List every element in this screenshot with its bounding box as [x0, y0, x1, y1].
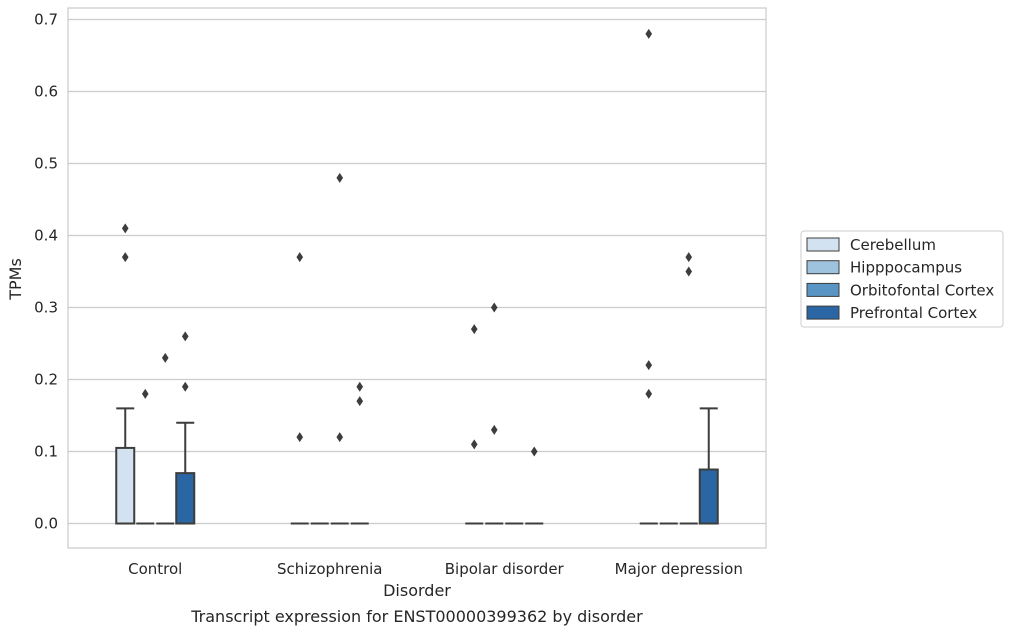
y-tick-label: 0.0: [34, 515, 58, 533]
outlier-point: [161, 352, 169, 363]
legend-item: Hipppocampus: [806, 259, 962, 277]
box-2-1: [290, 252, 309, 525]
legend-swatch: [806, 260, 840, 275]
legend-swatch: [806, 282, 840, 297]
box-3-2: [485, 302, 504, 525]
outlier-point: [490, 424, 498, 435]
outlier-point: [121, 252, 129, 263]
legend: Cerebellum Hipppocampus Orbitofontal Corte…: [800, 230, 1004, 328]
box-body: [115, 446, 136, 525]
outlier-point: [530, 446, 538, 457]
outlier-point: [356, 396, 364, 407]
box-1-1: [115, 223, 136, 525]
box-body: [698, 468, 719, 525]
y-tick-label: 0.5: [34, 155, 58, 173]
y-axis-ticks: 0.0 0.1 0.2 0.3 0.4 0.5 0.6 0.7: [34, 11, 58, 533]
outlier-point: [296, 432, 304, 443]
x-tick-label: Schizophrenia: [277, 560, 382, 578]
x-tick-label: Major depression: [615, 560, 743, 578]
y-axis-label: TPMs: [6, 258, 25, 301]
outlier-point: [470, 439, 478, 450]
outlier-point: [336, 432, 344, 443]
outlier-point: [336, 172, 344, 183]
outlier-point: [356, 381, 364, 392]
x-axis-label: Disorder: [383, 581, 451, 600]
outlier-point: [645, 360, 653, 371]
legend-label: Orbitofontal Cortex: [850, 281, 994, 299]
x-tick-label: Bipolar disorder: [445, 560, 565, 578]
y-tick-label: 0.4: [34, 227, 58, 245]
outlier-point: [490, 302, 498, 313]
y-tick-label: 0.7: [34, 11, 58, 29]
box-1-2: [136, 388, 155, 525]
box-1-3: [156, 352, 175, 525]
box-4-1: [639, 28, 658, 525]
legend-swatch: [806, 305, 840, 320]
legend-label: Prefrontal Cortex: [850, 304, 977, 322]
legend-item: Cerebellum: [806, 236, 936, 254]
gridlines: [68, 18, 766, 525]
box-1-4: [175, 331, 196, 525]
legend-swatch: [806, 237, 840, 252]
box-body: [175, 472, 196, 525]
box-3-4: [525, 446, 544, 525]
y-tick-label: 0.6: [34, 83, 58, 101]
box-2-3: [330, 172, 349, 525]
x-axis-ticks: Control Schizophrenia Bipolar disorder Majo…: [128, 560, 743, 578]
outlier-point: [296, 252, 304, 263]
y-tick-label: 0.2: [34, 371, 58, 389]
box-plot-series: [115, 28, 719, 525]
legend-item: Prefrontal Cortex: [806, 304, 977, 322]
outlier-point: [181, 381, 189, 392]
outlier-point: [685, 252, 693, 263]
chart-caption: Transcript expression for ENST0000039936…: [190, 607, 643, 626]
x-tick-label: Control: [128, 560, 182, 578]
legend-frame: [800, 230, 1004, 328]
outlier-point: [645, 28, 653, 39]
y-tick-label: 0.3: [34, 299, 58, 317]
outlier-point: [121, 223, 129, 234]
plot-frame: [67, 7, 767, 549]
box-2-4: [350, 381, 369, 525]
outlier-point: [685, 266, 693, 277]
outlier-point: [470, 324, 478, 335]
legend-label: Cerebellum: [850, 236, 936, 254]
box-4-4: [698, 407, 719, 525]
outlier-point: [181, 331, 189, 342]
box-3-1: [465, 324, 484, 525]
y-tick-label: 0.1: [34, 443, 58, 461]
outlier-point: [141, 388, 149, 399]
legend-label: Hipppocampus: [850, 259, 962, 277]
outlier-point: [645, 388, 653, 399]
legend-item: Orbitofontal Cortex: [806, 281, 994, 299]
box-4-3: [679, 252, 698, 525]
